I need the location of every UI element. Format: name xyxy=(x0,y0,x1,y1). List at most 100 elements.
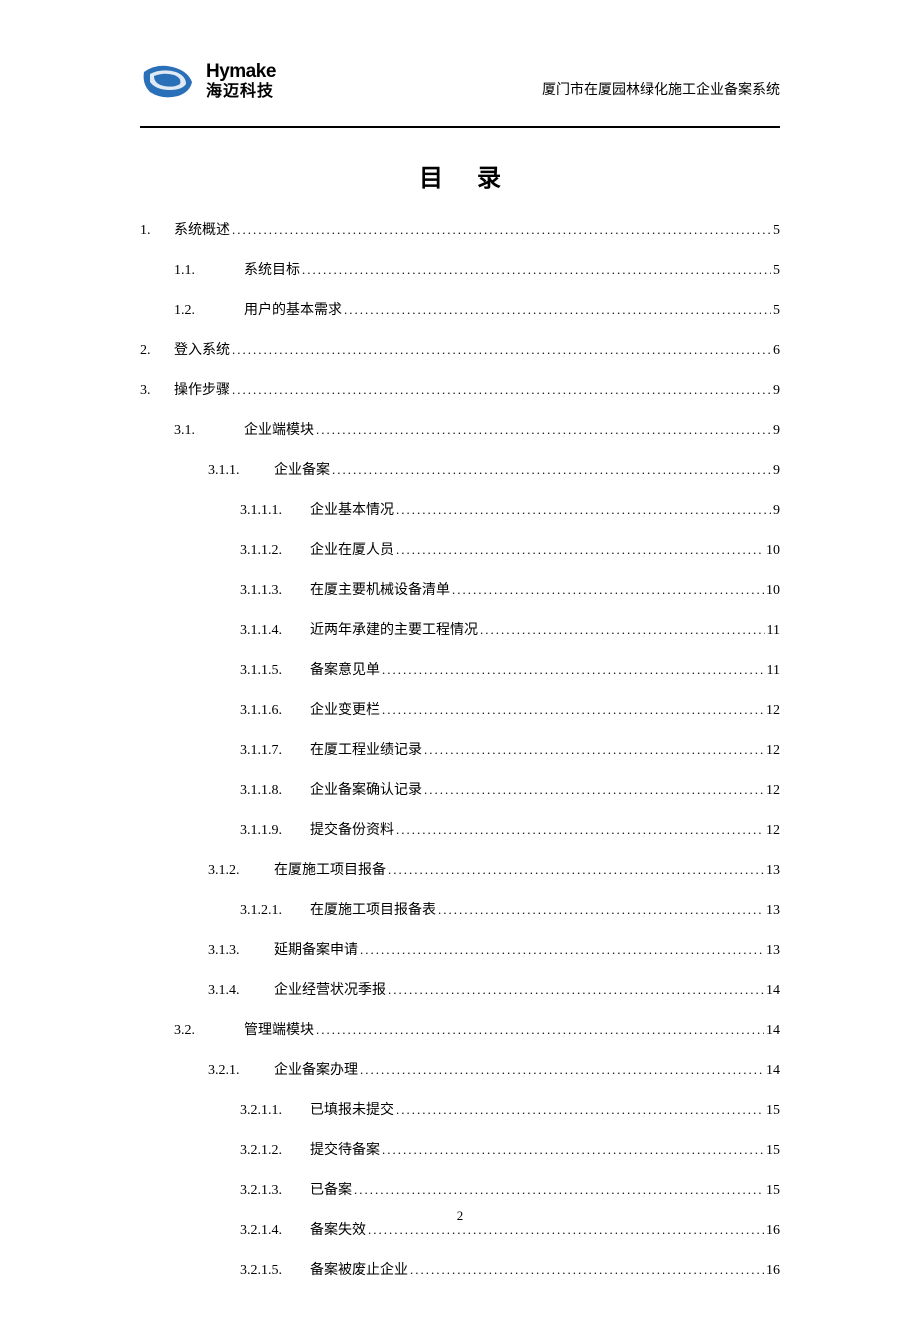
toc-entry-number: 3.2.1.5. xyxy=(240,1263,310,1279)
toc-entry-page: 14 xyxy=(766,1023,780,1039)
toc-entry-number: 3.1.1.5. xyxy=(240,663,310,679)
toc-entry-label: 延期备案申请 xyxy=(274,939,358,959)
toc-entry-label: 管理端模块 xyxy=(244,1019,314,1039)
toc-entry-number: 3.1.1. xyxy=(208,463,274,479)
toc-entry: 3.1.4.企业经营状况季报14 xyxy=(140,979,780,999)
toc-leader-dots xyxy=(344,302,771,318)
toc-entry-page: 15 xyxy=(766,1183,780,1199)
toc-entry-page: 5 xyxy=(773,303,780,319)
toc-entry-label: 企业经营状况季报 xyxy=(274,979,386,999)
toc-entry: 3.1.3.延期备案申请 13 xyxy=(140,939,780,959)
toc-entry-label: 已填报未提交 xyxy=(310,1099,394,1119)
toc-entry-page: 12 xyxy=(766,823,780,839)
toc-entry-page: 16 xyxy=(766,1223,780,1239)
toc-leader-dots xyxy=(232,382,771,398)
toc-entry-label: 企业基本情况 xyxy=(310,499,394,519)
toc-leader-dots xyxy=(360,942,764,958)
toc-leader-dots xyxy=(424,782,764,798)
table-of-contents: 1.系统概述51.1.系统目标51.2.用户的基本需求52.登入系统63.操作步… xyxy=(0,219,920,1279)
document-title: 厦门市在厦园林绿化施工企业备案系统 xyxy=(542,79,780,99)
toc-entry-label: 企业在厦人员 xyxy=(310,539,394,559)
toc-leader-dots xyxy=(438,902,764,918)
toc-leader-dots xyxy=(410,1262,764,1278)
toc-entry: 3.操作步骤9 xyxy=(140,379,780,399)
toc-entry-number: 3.1.1.6. xyxy=(240,703,310,719)
toc-entry: 3.2.管理端模块 14 xyxy=(140,1019,780,1039)
toc-entry: 3.1.企业端模块 9 xyxy=(140,419,780,439)
toc-entry-number: 3.1. xyxy=(174,423,244,439)
page-number: 2 xyxy=(0,1208,920,1224)
toc-entry: 1.2.用户的基本需求5 xyxy=(140,299,780,319)
document-page: Hymake 海迈科技 厦门市在厦园林绿化施工企业备案系统 目录 1.系统概述5… xyxy=(0,0,920,1339)
toc-entry: 3.2.1.3.已备案15 xyxy=(140,1179,780,1199)
toc-entry-page: 10 xyxy=(766,543,780,559)
toc-leader-dots xyxy=(354,1182,764,1198)
toc-entry-label: 企业端模块 xyxy=(244,419,314,439)
toc-entry: 3.1.1.企业备案9 xyxy=(140,459,780,479)
toc-entry-page: 9 xyxy=(773,423,780,439)
toc-entry: 3.1.1.3.在厦主要机械设备清单10 xyxy=(140,579,780,599)
toc-entry-number: 3.1.3. xyxy=(208,943,274,959)
toc-leader-dots xyxy=(332,462,771,478)
toc-entry-label: 已备案 xyxy=(310,1179,352,1199)
toc-entry: 3.2.1.2.提交待备案15 xyxy=(140,1139,780,1159)
toc-leader-dots xyxy=(396,1102,764,1118)
toc-leader-dots xyxy=(382,702,764,718)
toc-entry-number: 3.2. xyxy=(174,1023,244,1039)
toc-entry-label: 用户的基本需求 xyxy=(244,299,342,319)
toc-entry-number: 1. xyxy=(140,223,174,239)
toc-entry-label: 系统目标 xyxy=(244,259,300,279)
toc-entry-page: 9 xyxy=(773,503,780,519)
toc-entry: 3.2.1.5.备案被废止企业16 xyxy=(140,1259,780,1279)
toc-entry-page: 5 xyxy=(773,263,780,279)
toc-leader-dots xyxy=(368,1222,764,1238)
toc-entry-number: 3.1.2.1. xyxy=(240,903,310,919)
toc-entry-page: 6 xyxy=(773,343,780,359)
toc-entry-number: 3.1.1.1. xyxy=(240,503,310,519)
toc-entry-label: 在厦主要机械设备清单 xyxy=(310,579,450,599)
toc-leader-dots xyxy=(382,1142,764,1158)
toc-entry: 3.1.2.1.在厦施工项目报备表13 xyxy=(140,899,780,919)
toc-entry-page: 12 xyxy=(766,783,780,799)
toc-entry: 1.系统概述5 xyxy=(140,219,780,239)
toc-entry: 3.1.1.6.企业变更栏 12 xyxy=(140,699,780,719)
toc-entry-page: 9 xyxy=(773,383,780,399)
toc-entry-number: 3.1.1.7. xyxy=(240,743,310,759)
toc-entry: 3.1.1.9.提交备份资料 12 xyxy=(140,819,780,839)
toc-leader-dots xyxy=(302,262,771,278)
logo-chinese: 海迈科技 xyxy=(206,83,276,101)
toc-leader-dots xyxy=(316,422,771,438)
toc-entry-label: 企业备案办理 xyxy=(274,1059,358,1079)
toc-entry-label: 在厦工程业绩记录 xyxy=(310,739,422,759)
toc-entry-label: 在厦施工项目报备 xyxy=(274,859,386,879)
toc-entry-label: 企业变更栏 xyxy=(310,699,380,719)
toc-entry-number: 3.1.2. xyxy=(208,863,274,879)
toc-entry-page: 9 xyxy=(773,463,780,479)
toc-leader-dots xyxy=(382,662,765,678)
logo-text: Hymake 海迈科技 xyxy=(206,62,276,100)
toc-entry-number: 3.2.1.1. xyxy=(240,1103,310,1119)
toc-leader-dots xyxy=(388,982,764,998)
toc-entry-number: 3.1.1.4. xyxy=(240,623,310,639)
toc-entry-label: 提交待备案 xyxy=(310,1139,380,1159)
toc-entry-number: 3.1.1.9. xyxy=(240,823,310,839)
toc-entry-number: 2. xyxy=(140,343,174,359)
logo: Hymake 海迈科技 xyxy=(140,60,276,102)
toc-leader-dots xyxy=(396,502,771,518)
toc-entry-page: 12 xyxy=(766,743,780,759)
toc-leader-dots xyxy=(396,542,764,558)
toc-entry-page: 13 xyxy=(766,943,780,959)
toc-entry-label: 在厦施工项目报备表 xyxy=(310,899,436,919)
toc-leader-dots xyxy=(232,222,771,238)
toc-entry-page: 15 xyxy=(766,1143,780,1159)
toc-entry-page: 12 xyxy=(766,703,780,719)
toc-entry-page: 11 xyxy=(767,623,780,639)
toc-entry-number: 3.2.1.4. xyxy=(240,1223,310,1239)
toc-entry-number: 3.2.1. xyxy=(208,1063,274,1079)
toc-entry-page: 11 xyxy=(767,663,780,679)
toc-leader-dots xyxy=(388,862,764,878)
toc-entry-label: 提交备份资料 xyxy=(310,819,394,839)
toc-entry: 3.1.1.5.备案意见单11 xyxy=(140,659,780,679)
toc-heading: 目录 xyxy=(0,158,920,193)
toc-entry-number: 3.1.1.8. xyxy=(240,783,310,799)
